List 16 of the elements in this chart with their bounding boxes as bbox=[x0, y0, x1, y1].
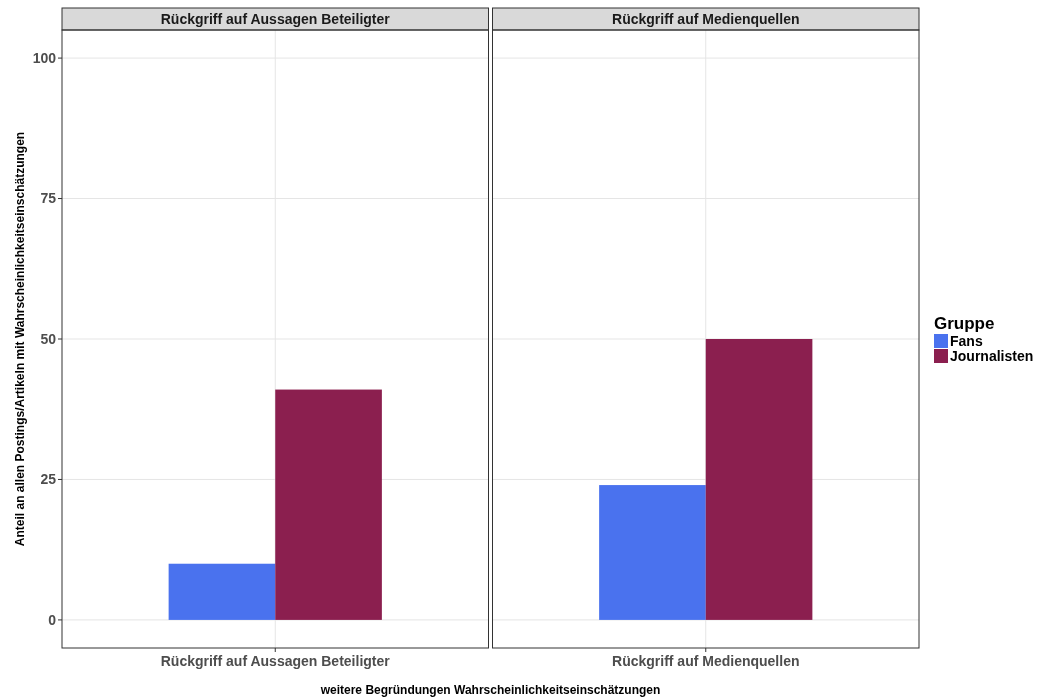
bar bbox=[275, 389, 382, 620]
y-tick-label: 0 bbox=[48, 611, 57, 628]
text: Rückgriff auf Aussagen Beteiligter bbox=[160, 653, 391, 669]
y-axis-title: Anteil an allen Postings/Artikeln mit Wahrscheinlichkeitseinschätzungen bbox=[13, 131, 27, 547]
y-tick-label: 75 bbox=[40, 190, 57, 207]
y-tick-label: 50 bbox=[40, 330, 57, 347]
bar bbox=[705, 339, 813, 620]
text: Rückgriff auf Medienquellen bbox=[612, 653, 800, 669]
x-axis-title: weitere Begründungen Wahrscheinlichkeitseinschätzungen bbox=[319, 683, 661, 697]
y-tick-label: 100 bbox=[32, 49, 57, 66]
y-tick-label: 25 bbox=[40, 471, 57, 488]
bar bbox=[599, 485, 706, 620]
legend-title: Gruppe bbox=[934, 314, 995, 333]
legend-label: Journalisten bbox=[950, 348, 1034, 364]
bar bbox=[168, 563, 276, 620]
legend-label: Fans bbox=[950, 333, 983, 349]
